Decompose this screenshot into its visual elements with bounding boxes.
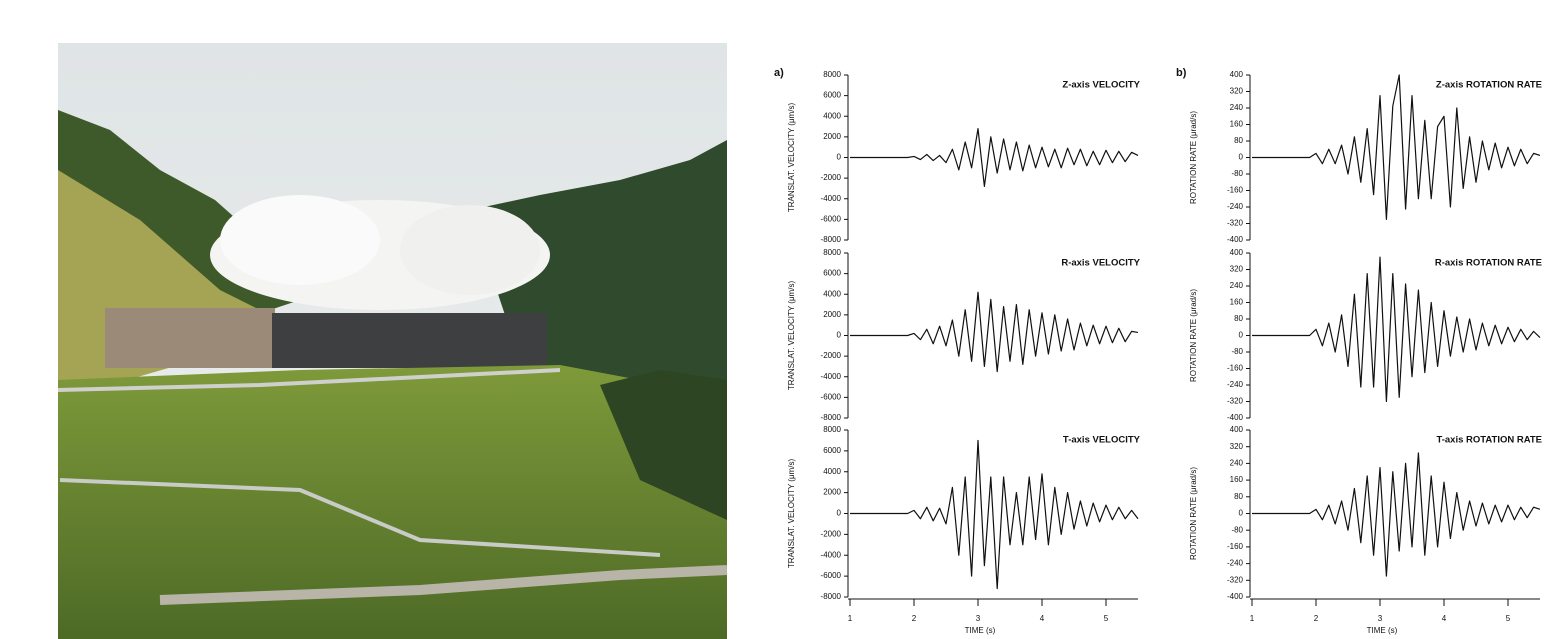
x-tick-label: 5 (1104, 614, 1109, 623)
y-tick-label: -320 (1227, 575, 1244, 584)
y-tick-label: 80 (1234, 136, 1243, 145)
y-tick-label: 320 (1230, 442, 1244, 451)
y-tick-label: 8000 (823, 248, 841, 257)
page: -8000-6000-4000-200002000400060008000TRA… (0, 0, 1552, 639)
figure: -8000-6000-4000-200002000400060008000TRA… (0, 0, 1552, 639)
trace (1252, 75, 1540, 219)
y-tick-label: 8000 (823, 425, 841, 434)
y-tick-label: -80 (1231, 169, 1243, 178)
photo (58, 43, 727, 639)
y-tick-label: 240 (1230, 459, 1244, 468)
y-tick-label: 2000 (823, 310, 841, 319)
y-tick-label: -240 (1227, 380, 1244, 389)
photo-cooling-tower (272, 313, 547, 368)
chart-title: Z-axis ROTATION RATE (1436, 80, 1542, 91)
trace (850, 129, 1138, 187)
y-tick-label: -80 (1231, 347, 1243, 356)
y-tick-label: 4000 (823, 111, 841, 120)
panel-label: b) (1176, 67, 1187, 79)
y-tick-label: -8000 (821, 413, 842, 422)
y-tick-label: -80 (1231, 525, 1243, 534)
y-tick-label: -2000 (821, 529, 842, 538)
y-tick-label: -2000 (821, 173, 842, 182)
y-tick-label: 80 (1234, 314, 1243, 323)
y-axis-label: ROTATION RATE (μrad/s) (1189, 467, 1198, 560)
y-tick-label: -160 (1227, 542, 1244, 551)
y-tick-label: 400 (1230, 425, 1244, 434)
y-tick-label: -400 (1227, 235, 1244, 244)
y-axis-label: TRANSLAT. VELOCITY (μm/s) (787, 103, 796, 213)
y-tick-label: 160 (1230, 298, 1244, 307)
y-tick-label: 0 (837, 331, 842, 340)
x-tick-label: 3 (976, 614, 981, 623)
y-tick-label: 2000 (823, 132, 841, 141)
y-tick-label: 0 (837, 153, 842, 162)
x-tick-label: 5 (1506, 614, 1511, 623)
x-tick-label: 4 (1442, 614, 1447, 623)
y-tick-label: 6000 (823, 91, 841, 100)
y-tick-label: 4000 (823, 467, 841, 476)
y-tick-label: -8000 (821, 235, 842, 244)
chart-title: T-axis VELOCITY (1063, 435, 1141, 446)
chart-title: R-axis VELOCITY (1061, 258, 1140, 269)
y-tick-label: -4000 (821, 372, 842, 381)
y-tick-label: 160 (1230, 120, 1244, 129)
photo-steam (220, 195, 380, 285)
y-tick-label: -6000 (821, 214, 842, 223)
y-tick-label: 0 (1239, 153, 1244, 162)
photo-building (105, 308, 275, 368)
trace (850, 440, 1138, 588)
y-tick-label: -240 (1227, 559, 1244, 568)
panel-label: a) (774, 67, 784, 79)
y-tick-label: 240 (1230, 103, 1244, 112)
y-axis-label: ROTATION RATE (μrad/s) (1189, 111, 1198, 204)
y-tick-label: -240 (1227, 202, 1244, 211)
y-tick-label: -320 (1227, 219, 1244, 228)
y-tick-label: 4000 (823, 289, 841, 298)
y-tick-label: 6000 (823, 446, 841, 455)
x-axis-label: TIME (s) (1367, 626, 1398, 635)
chart-title: T-axis ROTATION RATE (1436, 435, 1542, 446)
y-tick-label: 0 (1239, 331, 1244, 340)
x-tick-label: 1 (848, 614, 853, 623)
trace (1252, 257, 1540, 401)
y-axis-label: TRANSLAT. VELOCITY (μm/s) (787, 459, 796, 569)
y-tick-label: 0 (837, 509, 842, 518)
x-tick-label: 2 (912, 614, 917, 623)
y-tick-label: -8000 (821, 592, 842, 601)
y-tick-label: -6000 (821, 571, 842, 580)
y-tick-label: 80 (1234, 492, 1243, 501)
x-tick-label: 3 (1378, 614, 1383, 623)
trace (850, 292, 1138, 371)
y-tick-label: 320 (1230, 87, 1244, 96)
y-tick-label: -400 (1227, 592, 1244, 601)
x-axis-label: TIME (s) (965, 626, 996, 635)
y-tick-label: 240 (1230, 281, 1244, 290)
y-tick-label: 400 (1230, 248, 1244, 257)
chart-title: Z-axis VELOCITY (1062, 80, 1140, 91)
y-tick-label: -160 (1227, 364, 1244, 373)
x-tick-label: 2 (1314, 614, 1319, 623)
y-tick-label: 0 (1239, 509, 1244, 518)
y-tick-label: -320 (1227, 397, 1244, 406)
trace (1252, 453, 1540, 576)
x-tick-label: 1 (1250, 614, 1255, 623)
y-tick-label: -400 (1227, 413, 1244, 422)
y-tick-label: -4000 (821, 194, 842, 203)
x-tick-label: 4 (1040, 614, 1045, 623)
y-axis-label: TRANSLAT. VELOCITY (μm/s) (787, 281, 796, 391)
y-tick-label: 400 (1230, 70, 1244, 79)
y-tick-label: 160 (1230, 475, 1244, 484)
y-tick-label: 8000 (823, 70, 841, 79)
y-tick-label: -160 (1227, 186, 1244, 195)
photo-steam (400, 205, 540, 295)
chart-title: R-axis ROTATION RATE (1435, 258, 1542, 269)
y-tick-label: -6000 (821, 392, 842, 401)
y-axis-label: ROTATION RATE (μrad/s) (1189, 289, 1198, 382)
y-tick-label: -2000 (821, 351, 842, 360)
y-tick-label: 2000 (823, 488, 841, 497)
y-tick-label: 320 (1230, 265, 1244, 274)
y-tick-label: -4000 (821, 550, 842, 559)
y-tick-label: 6000 (823, 269, 841, 278)
